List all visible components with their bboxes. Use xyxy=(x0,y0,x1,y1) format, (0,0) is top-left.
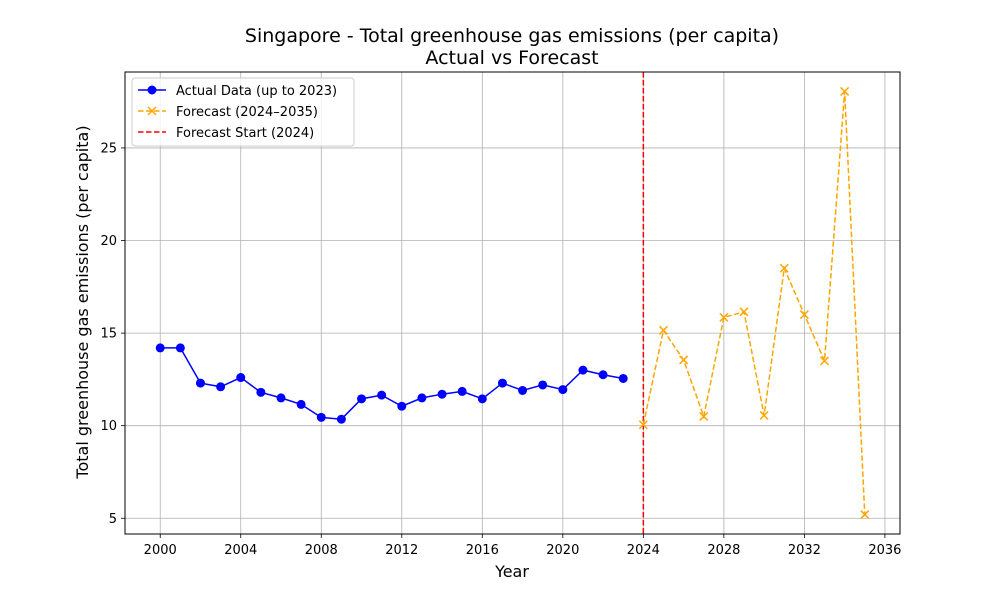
x-tick-label: 2036 xyxy=(868,543,901,558)
actual-data-point xyxy=(336,414,346,424)
forecast-data-point xyxy=(719,312,729,322)
forecast-data-point xyxy=(638,420,648,430)
legend-marker-forecast xyxy=(147,106,157,116)
actual-data-point xyxy=(578,365,588,375)
actual-data-point xyxy=(357,394,367,404)
forecast-data-point xyxy=(679,355,689,365)
x-tick-label: 2032 xyxy=(788,543,821,558)
legend-label-forecast: Forecast (2024–2035) xyxy=(176,105,318,120)
legend: Actual Data (up to 2023) Forecast (2024–… xyxy=(131,77,355,147)
x-tick-label: 2028 xyxy=(707,543,740,558)
y-tick-label: 25 xyxy=(100,141,117,156)
legend-marker-actual xyxy=(147,85,157,95)
actual-data-point xyxy=(195,378,205,388)
plot-area xyxy=(155,72,870,534)
actual-data-point xyxy=(377,390,387,400)
x-tick-label: 2008 xyxy=(305,543,338,558)
actual-data-point xyxy=(175,343,185,353)
actual-data-point xyxy=(598,370,608,380)
actual-data-point xyxy=(155,343,165,353)
actual-data-point xyxy=(296,399,306,409)
actual-data-point xyxy=(558,385,568,395)
forecast-data-point xyxy=(840,86,850,96)
actual-data-point xyxy=(457,386,467,396)
actual-data-point xyxy=(538,380,548,390)
legend-label-actual: Actual Data (up to 2023) xyxy=(176,84,337,99)
y-tick-label: 15 xyxy=(100,327,117,342)
forecast-data-point xyxy=(779,263,789,273)
axis-ticks: 2000 2004 2008 2012 2016 2020 2024 2028 2032 2036… xyxy=(100,141,901,558)
actual-data-point xyxy=(316,412,326,422)
x-tick-label: 2000 xyxy=(144,543,177,558)
legend-frame xyxy=(131,77,355,147)
x-tick-label: 2024 xyxy=(627,543,660,558)
y-tick-label: 20 xyxy=(100,234,117,249)
plot-frame xyxy=(124,71,901,535)
actual-data-point xyxy=(256,387,266,397)
actual-data-point xyxy=(417,393,427,403)
legend-label-forecast-start: Forecast Start (2024) xyxy=(176,126,314,141)
x-axis-label: Year xyxy=(494,562,529,581)
y-tick-label: 5 xyxy=(109,512,117,527)
y-axis-label: Total greenhouse gas emissions (per capi… xyxy=(73,125,92,479)
y-tick-label: 10 xyxy=(100,419,117,434)
actual-data-point xyxy=(437,389,447,399)
actual-data-point xyxy=(477,394,487,404)
actual-data-point xyxy=(497,378,507,388)
forecast-data-point xyxy=(759,410,769,421)
forecast-data-point xyxy=(799,310,809,320)
actual-data-point xyxy=(276,393,286,403)
forecast-data-point xyxy=(819,356,830,366)
forecast-series-line xyxy=(642,91,866,515)
chart-subtitle: Actual vs Forecast xyxy=(425,47,598,69)
grid xyxy=(125,72,900,534)
actual-data-point xyxy=(397,401,407,411)
x-tick-label: 2012 xyxy=(385,543,418,558)
actual-data-point xyxy=(518,385,528,395)
actual-data-point xyxy=(216,382,226,392)
actual-data-point xyxy=(618,373,628,383)
x-tick-label: 2020 xyxy=(546,543,579,558)
chart-title: Singapore - Total greenhouse gas emissio… xyxy=(245,25,779,47)
legend-item-actual: Actual Data (up to 2023) xyxy=(138,84,337,99)
forecast-data-point xyxy=(860,510,870,520)
legend-item-forecast: Forecast (2024–2035) xyxy=(138,105,318,120)
forecast-data-point xyxy=(739,307,749,317)
x-tick-label: 2004 xyxy=(224,543,257,558)
x-tick-label: 2016 xyxy=(466,543,499,558)
forecast-data-point xyxy=(699,411,709,421)
forecast-data-point xyxy=(658,325,669,335)
actual-data-point xyxy=(236,373,246,383)
legend-item-forecast-start: Forecast Start (2024) xyxy=(138,126,314,141)
